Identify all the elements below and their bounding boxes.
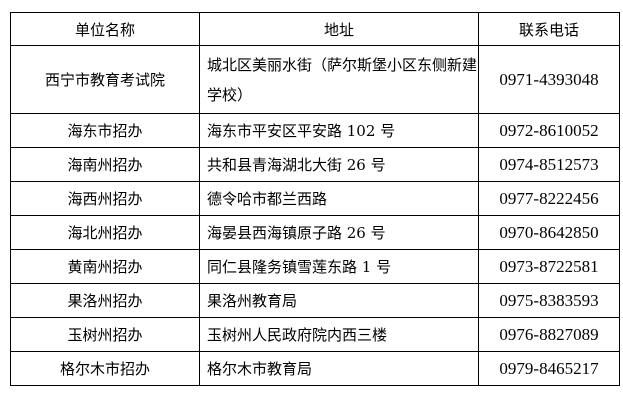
table-row: 果洛州招办 果洛州教育局 0975-8383593 [10, 283, 620, 318]
address-cell: 海晏县西海镇原子路 26 号 [199, 215, 479, 250]
phone-cell: 0973-8722581 [478, 249, 620, 284]
table-row: 海北州招办 海晏县西海镇原子路 26 号 0970-8642850 [10, 215, 620, 250]
address-cell: 海东市平安区平安路 102 号 [199, 113, 479, 148]
header-phone: 联系电话 [478, 12, 620, 46]
header-row: 单位名称 地址 联系电话 [10, 12, 620, 46]
unit-name-cell: 黄南州招办 [10, 249, 200, 284]
phone-cell: 0974-8512573 [478, 147, 620, 182]
address-cell: 德令哈市都兰西路 [199, 181, 479, 216]
unit-name-cell: 海北州招办 [10, 215, 200, 250]
unit-name-cell: 西宁市教育考试院 [10, 45, 200, 114]
unit-name-cell: 海西州招办 [10, 181, 200, 216]
address-cell: 城北区美丽水街（萨尔斯堡小区东侧新建学校） [199, 45, 479, 114]
phone-cell: 0979-8465217 [478, 351, 620, 386]
table-row: 海东市招办 海东市平安区平安路 102 号 0972-8610052 [10, 113, 620, 148]
phone-cell: 0976-8827089 [478, 317, 620, 352]
unit-name-cell: 海南州招办 [10, 147, 200, 182]
table-row: 海南州招办 共和县青海湖北大街 26 号 0974-8512573 [10, 147, 620, 182]
table-row: 黄南州招办 同仁县隆务镇雪莲东路 1 号 0973-8722581 [10, 249, 620, 284]
table-row: 海西州招办 德令哈市都兰西路 0977-8222456 [10, 181, 620, 216]
header-address: 地址 [199, 12, 479, 46]
table-row: 格尔木市招办 格尔木市教育局 0979-8465217 [10, 351, 620, 386]
address-cell: 果洛州教育局 [199, 283, 479, 318]
header-unit-name: 单位名称 [10, 12, 200, 46]
phone-cell: 0972-8610052 [478, 113, 620, 148]
phone-cell: 0971-4393048 [478, 45, 620, 114]
phone-cell: 0970-8642850 [478, 215, 620, 250]
address-cell: 格尔木市教育局 [199, 351, 479, 386]
unit-name-cell: 格尔木市招办 [10, 351, 200, 386]
phone-cell: 0975-8383593 [478, 283, 620, 318]
phone-cell: 0977-8222456 [478, 181, 620, 216]
address-cell: 同仁县隆务镇雪莲东路 1 号 [199, 249, 479, 284]
contact-table: 单位名称 地址 联系电话 西宁市教育考试院 城北区美丽水街（萨尔斯堡小区东侧新建学… [10, 12, 620, 386]
unit-name-cell: 玉树州招办 [10, 317, 200, 352]
address-cell: 玉树州人民政府院内西三楼 [199, 317, 479, 352]
table-row: 玉树州招办 玉树州人民政府院内西三楼 0976-8827089 [10, 317, 620, 352]
unit-name-cell: 海东市招办 [10, 113, 200, 148]
address-cell: 共和县青海湖北大街 26 号 [199, 147, 479, 182]
unit-name-cell: 果洛州招办 [10, 283, 200, 318]
table-row: 西宁市教育考试院 城北区美丽水街（萨尔斯堡小区东侧新建学校） 0971-439304… [10, 45, 620, 114]
